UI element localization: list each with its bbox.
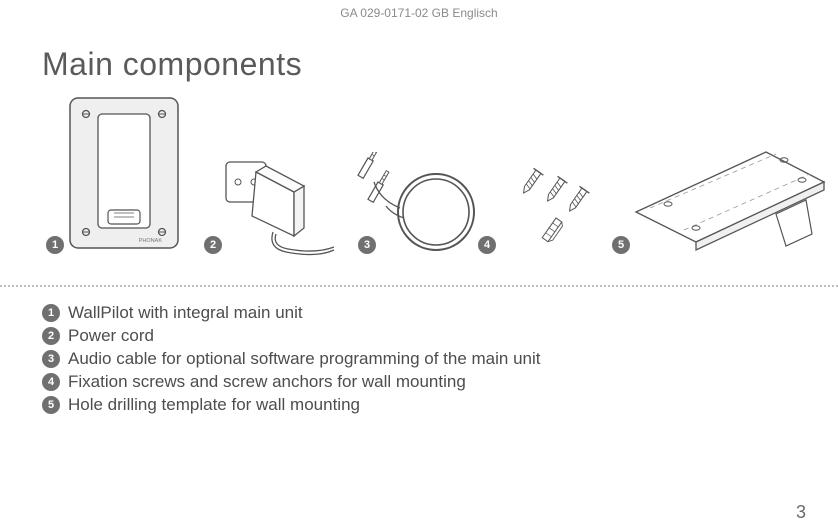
illus-power-cord: [216, 142, 346, 262]
page-title: Main components: [42, 46, 302, 83]
legend-line: 3 Audio cable for optional software prog…: [42, 349, 796, 369]
row-num-2: 2: [204, 236, 222, 254]
legend-num-1: 1: [42, 304, 60, 322]
illus-wallpilot: PHONAK: [64, 92, 184, 262]
legend-label-2: Power cord: [68, 326, 154, 346]
legend-line: 2 Power cord: [42, 326, 796, 346]
row-num-3: 3: [358, 236, 376, 254]
illustration-row: PHONAK: [46, 92, 838, 272]
illus-screws: [496, 162, 616, 262]
legend-label-3: Audio cable for optional software progra…: [68, 349, 540, 369]
legend-line: 4 Fixation screws and screw anchors for …: [42, 372, 796, 392]
legend-label-4: Fixation screws and screw anchors for wa…: [68, 372, 466, 392]
legend-num-2: 2: [42, 327, 60, 345]
legend-num-3: 3: [42, 350, 60, 368]
legend-num-4: 4: [42, 373, 60, 391]
row-num-5: 5: [612, 236, 630, 254]
divider: [0, 285, 838, 287]
legend: 1 WallPilot with integral main unit 2 Po…: [42, 300, 796, 418]
illus-template: [626, 142, 826, 262]
page-number: 3: [796, 502, 806, 523]
legend-label-5: Hole drilling template for wall mounting: [68, 395, 360, 415]
header-note: GA 029-0171-02 GB Englisch: [0, 6, 838, 20]
legend-label-1: WallPilot with integral main unit: [68, 303, 303, 323]
legend-num-5: 5: [42, 396, 60, 414]
svg-text:PHONAK: PHONAK: [139, 238, 163, 244]
row-num-1: 1: [46, 236, 64, 254]
legend-line: 5 Hole drilling template for wall mounti…: [42, 395, 796, 415]
row-num-4: 4: [478, 236, 496, 254]
legend-line: 1 WallPilot with integral main unit: [42, 303, 796, 323]
